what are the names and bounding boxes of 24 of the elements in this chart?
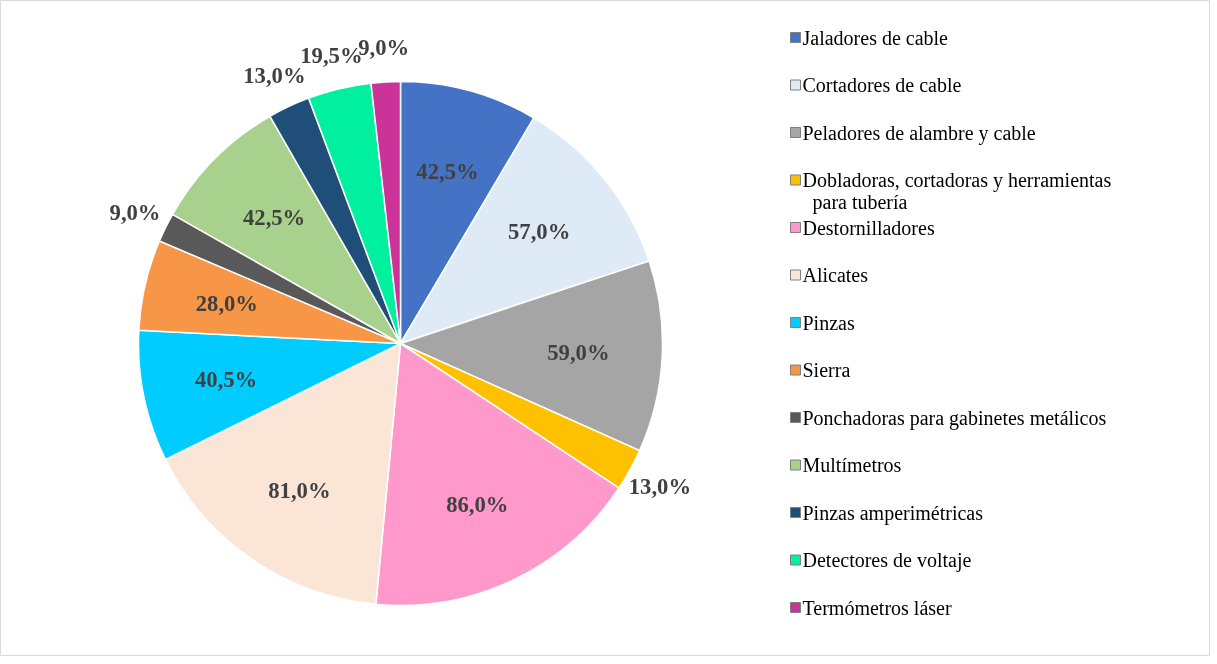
data-label: 57,0% (508, 219, 571, 245)
legend-label: Dobladoras, cortadoras y herramientas para tubería (802, 169, 1112, 214)
data-label: 86,0% (446, 491, 509, 517)
legend-label: Detectores de voltaje (802, 549, 972, 572)
legend-label: Pinzas amperimétricas (802, 501, 984, 525)
legend-label: Multímetros (802, 454, 902, 476)
data-label: 42,5% (416, 159, 479, 185)
data-label: 81,0% (268, 477, 331, 503)
legend-label: Cortadores de cable (802, 74, 962, 96)
data-label: 13,0% (628, 473, 692, 499)
legend-label: Peladores de alambre y cable (802, 121, 1036, 145)
data-label: 9,0% (109, 199, 161, 225)
data-label: 42,5% (242, 205, 306, 231)
data-label: 28,0% (195, 291, 259, 317)
legend-label: Ponchadoras para gabinetes metálicos (802, 406, 1107, 430)
legend-label: Jaladores de cable (802, 26, 949, 49)
data-label: 40,5% (194, 367, 258, 393)
legend-label: Pinzas (802, 311, 855, 334)
data-label: 59,0% (547, 339, 610, 365)
legend-label: Termómetros láser (802, 596, 952, 619)
legend-label: Destornilladores (802, 216, 935, 239)
data-label: 13,0% (243, 63, 306, 89)
legend-label: Alicates (802, 264, 869, 286)
legend-label: Sierra (802, 359, 851, 381)
